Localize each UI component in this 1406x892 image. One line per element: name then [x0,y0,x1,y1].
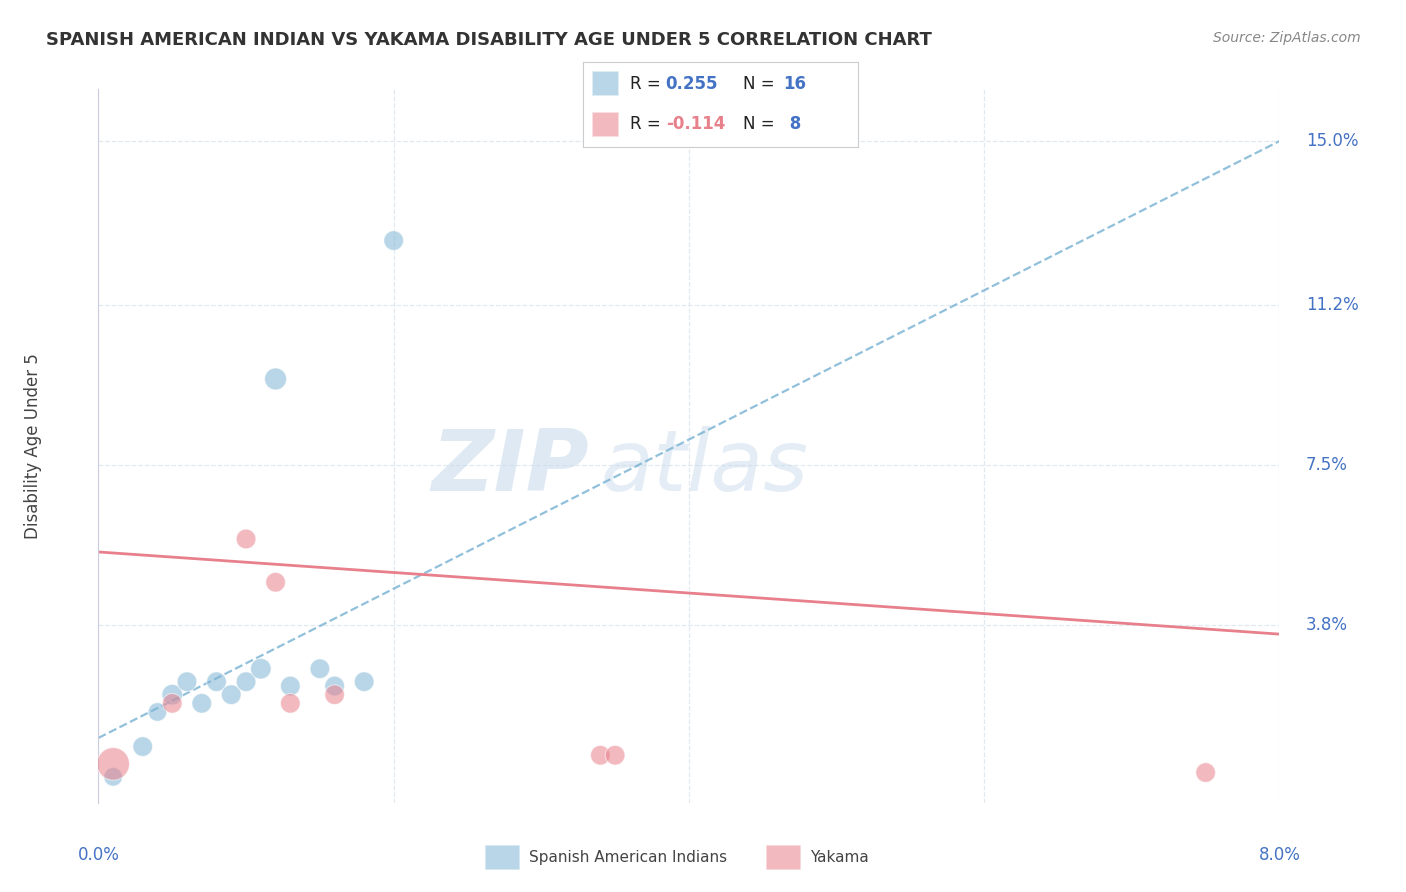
Text: SPANISH AMERICAN INDIAN VS YAKAMA DISABILITY AGE UNDER 5 CORRELATION CHART: SPANISH AMERICAN INDIAN VS YAKAMA DISABI… [46,31,932,49]
Point [103,770,124,784]
Text: atlas: atlas [600,425,808,509]
Text: Disability Age Under 5: Disability Age Under 5 [24,353,42,539]
Text: R =: R = [630,115,666,133]
Point [250,662,273,676]
Text: 7.5%: 7.5% [1306,457,1348,475]
Point [278,696,301,710]
Point [264,575,287,590]
Point [323,688,346,702]
Text: 15.0%: 15.0% [1306,132,1358,150]
Text: 0.255: 0.255 [666,75,718,93]
Point [162,688,183,702]
Point [589,748,612,763]
Point [308,662,332,676]
Point [132,739,155,754]
Text: 8: 8 [783,115,801,133]
FancyBboxPatch shape [592,112,619,137]
Point [1194,765,1216,780]
Text: 8.0%: 8.0% [1258,846,1301,864]
Text: ZIP: ZIP [430,425,589,509]
Point [235,532,257,546]
Point [278,679,301,693]
Point [264,372,287,386]
Text: 3.8%: 3.8% [1306,616,1348,634]
Point [191,696,214,710]
Point [146,705,169,719]
Point [176,674,198,689]
Point [235,674,257,689]
Text: R =: R = [630,75,666,93]
FancyBboxPatch shape [592,71,619,96]
Text: -0.114: -0.114 [666,115,725,133]
Point [205,674,228,689]
Text: Yakama: Yakama [810,850,869,864]
Point [353,674,375,689]
Text: 0.0%: 0.0% [77,846,120,864]
Point [162,696,183,710]
Point [323,679,346,693]
Text: 11.2%: 11.2% [1306,296,1358,315]
Point [382,234,405,248]
Point [219,688,242,702]
Point [103,756,124,771]
Text: N =: N = [742,115,779,133]
Text: Source: ZipAtlas.com: Source: ZipAtlas.com [1213,31,1361,45]
Text: 16: 16 [783,75,807,93]
Point [605,748,627,763]
Text: N =: N = [742,75,779,93]
Text: Spanish American Indians: Spanish American Indians [529,850,727,864]
